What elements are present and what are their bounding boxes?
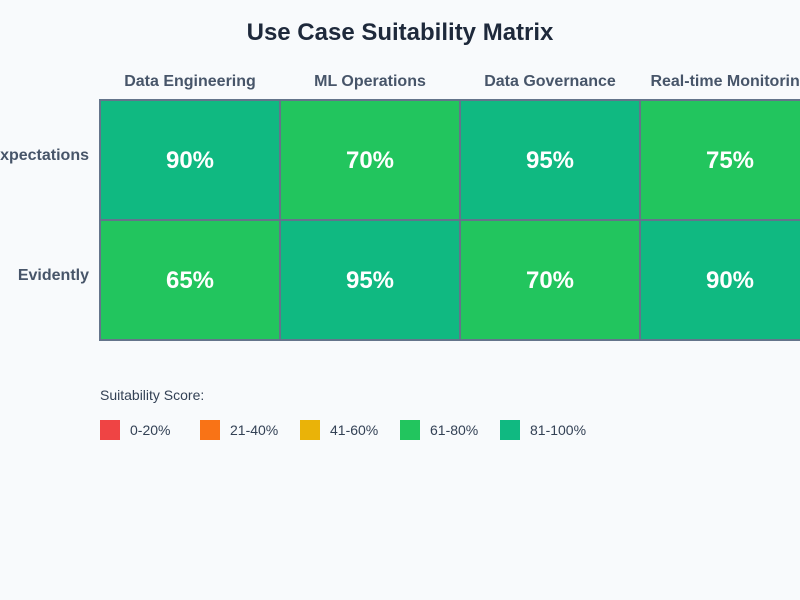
heatmap-cell (459, 219, 641, 341)
legend-title: Suitability Score: (100, 387, 204, 403)
legend-swatch (200, 420, 220, 440)
column-label: ML Operations (314, 73, 426, 90)
heatmap-cell (99, 99, 281, 221)
cell-value-label: 95% (346, 267, 394, 294)
legend-swatch (100, 420, 120, 440)
legend-label: 0-20% (130, 422, 170, 438)
chart-title: Use Case Suitability Matrix (247, 19, 554, 46)
legend-label: 81-100% (530, 422, 586, 438)
cell-value-label: 65% (166, 267, 214, 294)
legend-swatch (300, 420, 320, 440)
legend-label: 41-60% (330, 422, 378, 438)
cell-value-label: 70% (526, 267, 574, 294)
cell-value-label: 90% (706, 267, 754, 294)
legend-label: 61-80% (430, 422, 478, 438)
cell-value-label: 95% (526, 147, 574, 174)
legend-swatch (500, 420, 520, 440)
heatmap-cell (99, 219, 281, 341)
heatmap-cell (459, 99, 641, 221)
column-label: Data Engineering (124, 73, 256, 90)
heatmap-cell (639, 99, 800, 221)
legend-swatch (400, 420, 420, 440)
cell-value-label: 70% (346, 147, 394, 174)
heatmap-cell (639, 219, 800, 341)
row-label: Great Expectations (0, 147, 89, 164)
cell-value-label: 90% (166, 147, 214, 174)
heatmap-cell (279, 99, 461, 221)
column-label: Real-time Monitoring (650, 73, 800, 90)
legend-label: 21-40% (230, 422, 278, 438)
heatmap-cell (279, 219, 461, 341)
cell-value-label: 75% (706, 147, 754, 174)
row-label: Evidently (18, 267, 89, 284)
column-label: Data Governance (484, 73, 616, 90)
